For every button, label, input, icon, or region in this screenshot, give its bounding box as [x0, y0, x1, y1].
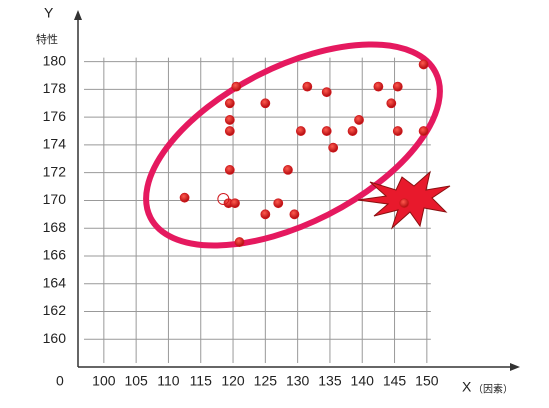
x-tick-label: 150 — [415, 373, 439, 389]
data-point — [217, 193, 230, 206]
x-tick-label: 105 — [124, 373, 148, 389]
data-point — [260, 209, 271, 220]
x-tick-label: 125 — [254, 373, 278, 389]
x-tick-label: 100 — [92, 373, 116, 389]
y-tick-label: 168 — [43, 219, 67, 235]
x-arrow — [510, 363, 520, 371]
data-point — [224, 165, 235, 175]
x-tick-label: 115 — [190, 373, 213, 389]
data-point — [224, 126, 235, 136]
y-tick-label: 170 — [43, 191, 67, 207]
plot-area — [179, 59, 429, 247]
x-tick-label: 110 — [157, 373, 180, 389]
x-label-sub: （因素） — [473, 383, 513, 396]
data-point — [347, 126, 358, 136]
data-point — [328, 142, 339, 153]
data-point — [224, 98, 235, 109]
data-point — [399, 198, 410, 209]
data-point — [260, 98, 271, 109]
data-point — [234, 237, 245, 247]
data-point — [418, 126, 429, 136]
data-point — [179, 192, 190, 203]
data-point — [392, 81, 403, 92]
data-point — [295, 126, 306, 136]
y-tick-label: 176 — [43, 108, 67, 124]
data-point — [289, 209, 300, 220]
data-point — [373, 81, 384, 92]
data-point — [392, 126, 403, 136]
data-point — [354, 115, 364, 125]
y-tick-label: 172 — [43, 163, 67, 179]
x-tick-label: 120 — [221, 373, 245, 389]
data-point — [386, 98, 397, 109]
data-point — [224, 115, 235, 125]
y-tick-label: 180 — [43, 52, 67, 68]
x-tick-label: 145 — [383, 373, 407, 389]
y-label-sub: 特性 — [36, 32, 58, 46]
y-tick-label: 162 — [43, 302, 67, 318]
y-tick-label: 166 — [43, 247, 67, 263]
data-point — [273, 198, 284, 209]
x-label: X — [462, 379, 472, 395]
origin-label: 0 — [56, 373, 64, 389]
x-tick-label: 140 — [351, 373, 375, 389]
cluster-ellipse — [143, 41, 443, 249]
y-tick-label: 178 — [43, 80, 67, 96]
x-tick-label: 135 — [318, 373, 342, 389]
data-point — [418, 59, 429, 70]
data-point — [283, 165, 293, 175]
data-point — [231, 81, 242, 92]
y-tick-label: 174 — [43, 136, 67, 152]
data-point — [230, 198, 240, 209]
y-label: Y — [44, 5, 54, 21]
data-point — [321, 87, 332, 98]
data-point — [302, 81, 313, 92]
data-point — [321, 126, 332, 136]
grid: 160 162 164 166 168 170 172 174 176 178 180 100 105 1… — [43, 52, 439, 388]
y-tick-label: 164 — [43, 274, 67, 290]
x-tick-label: 130 — [286, 373, 310, 389]
y-arrow — [74, 10, 82, 20]
y-tick-label: 160 — [43, 330, 67, 346]
